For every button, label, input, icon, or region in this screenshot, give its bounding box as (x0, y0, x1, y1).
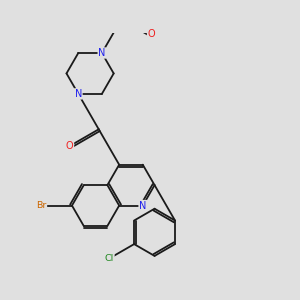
Text: O: O (66, 141, 74, 151)
Text: N: N (75, 89, 82, 99)
Text: N: N (139, 201, 146, 211)
Text: Br: Br (36, 201, 46, 210)
Text: O: O (148, 29, 155, 39)
Text: Cl: Cl (105, 254, 114, 263)
Text: N: N (98, 48, 106, 58)
